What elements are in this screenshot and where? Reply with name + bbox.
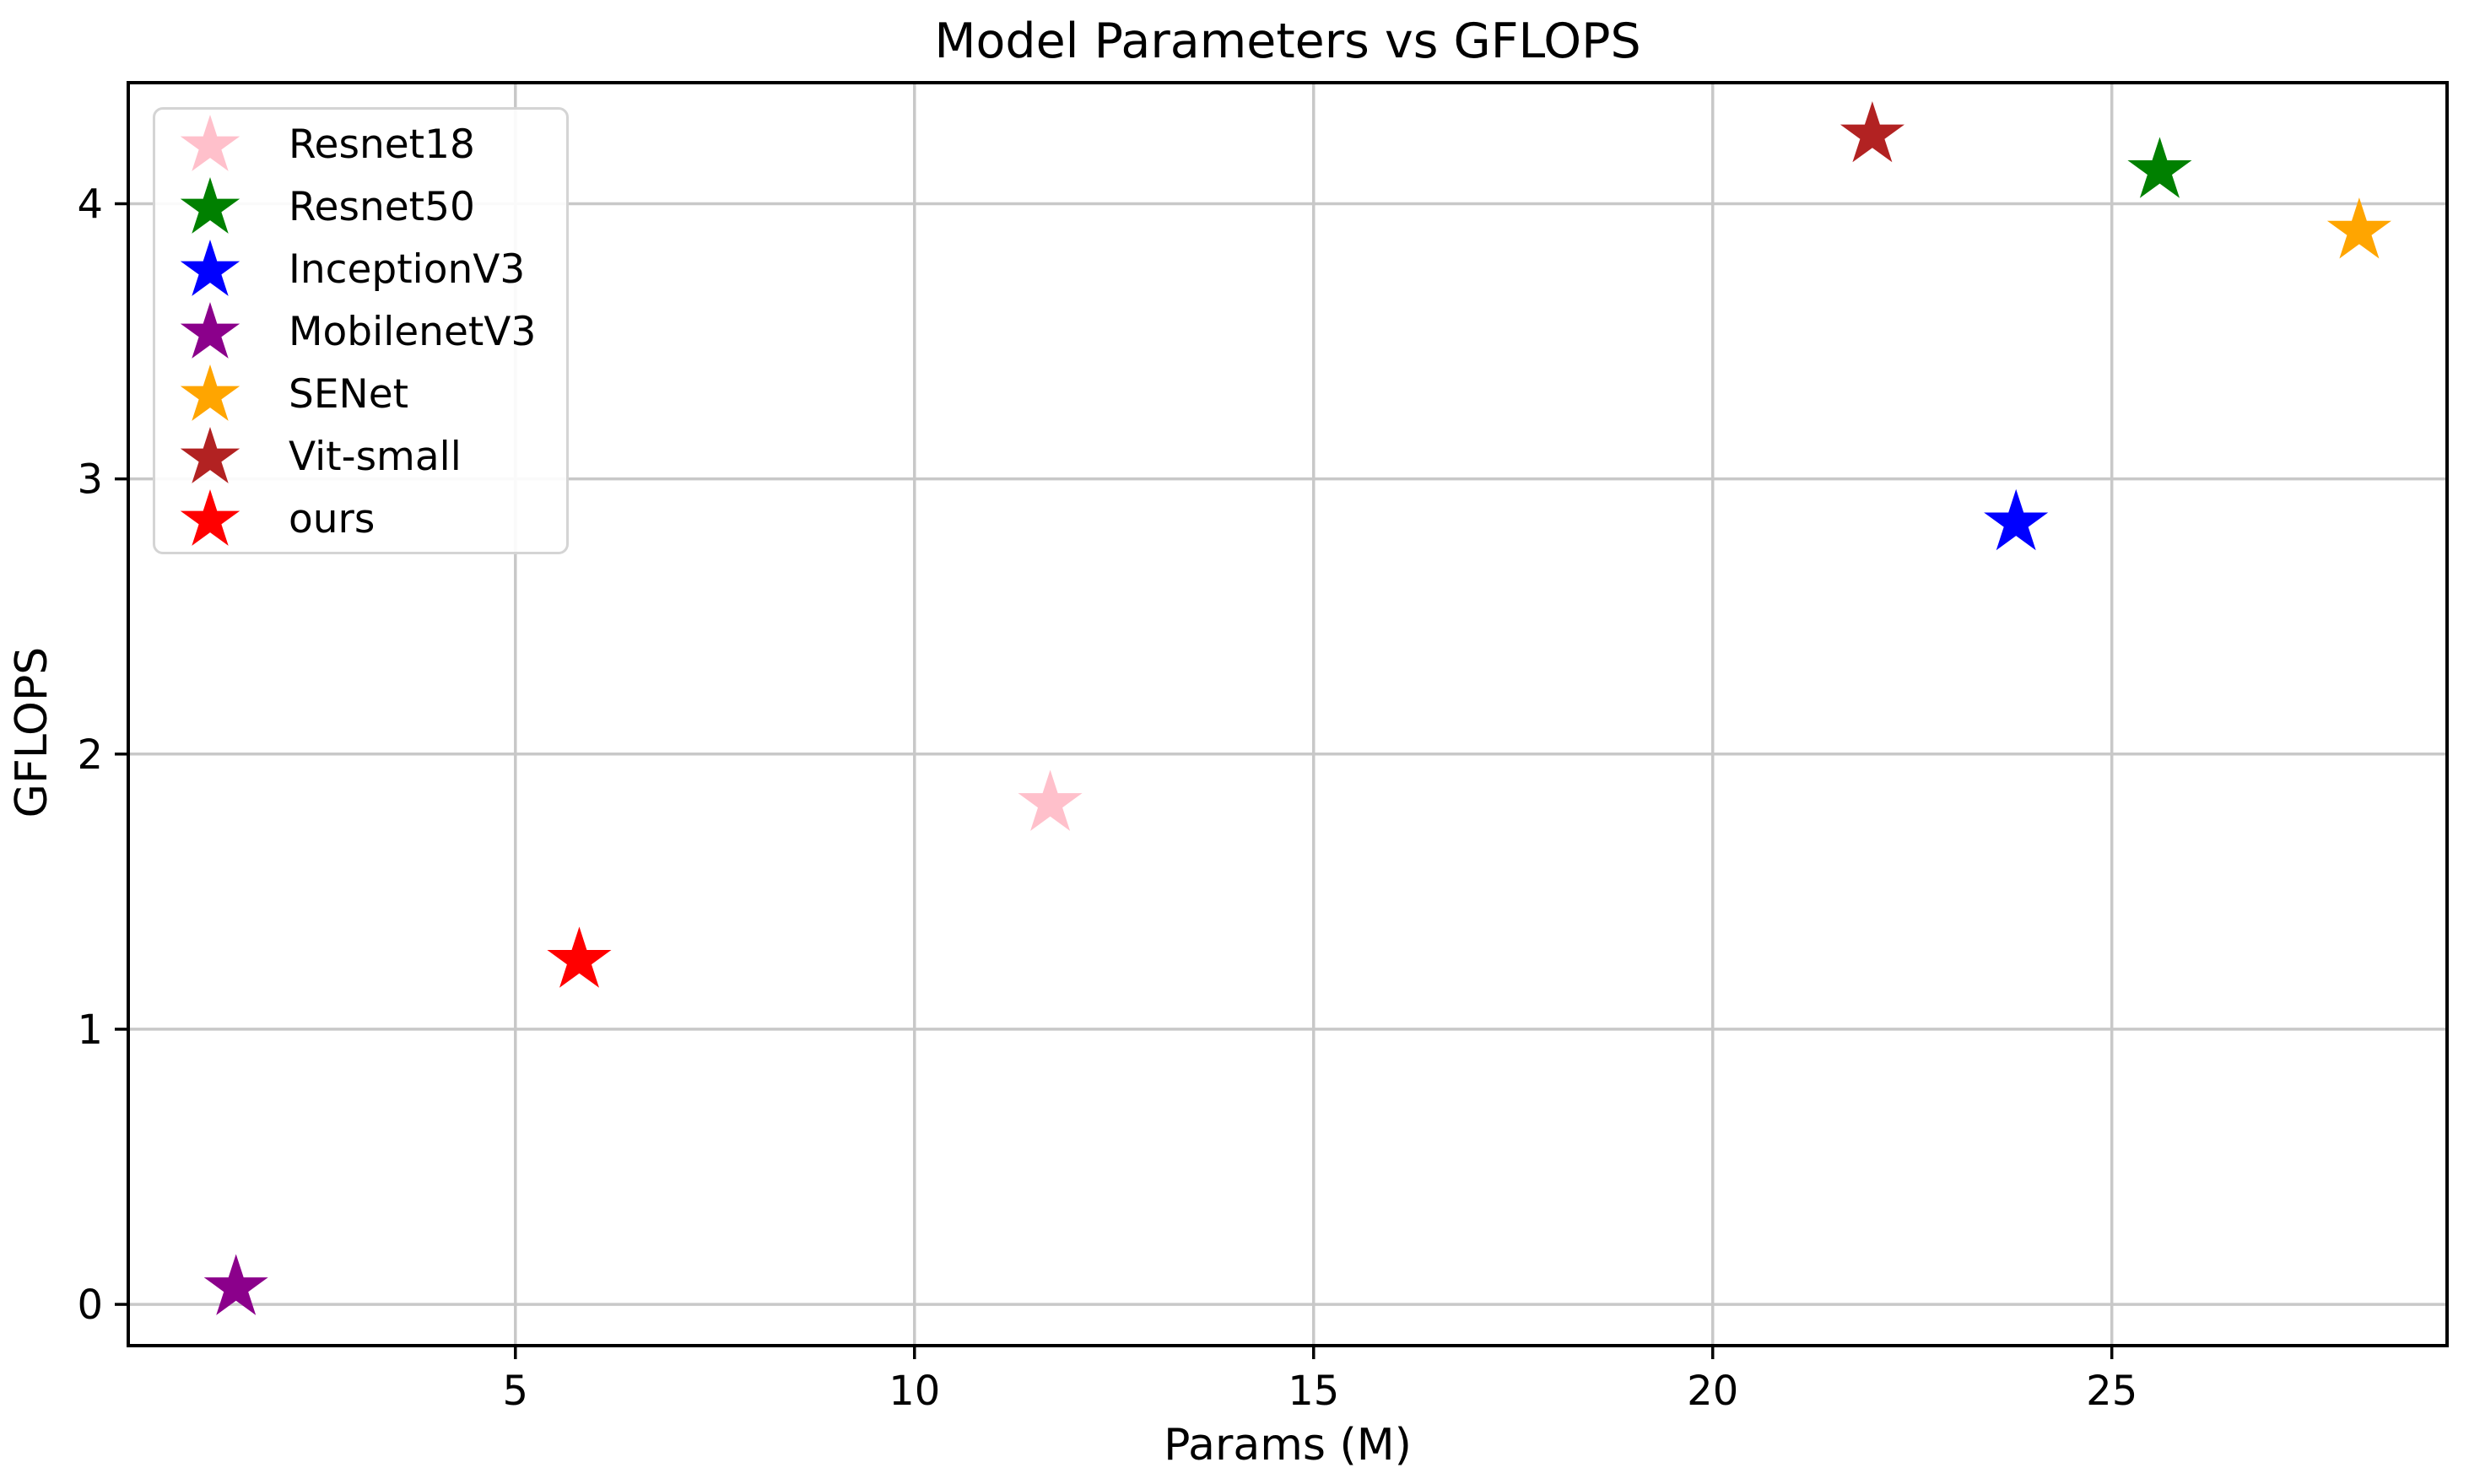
star-icon-shape <box>180 302 240 359</box>
legend-label: SENet <box>289 370 409 418</box>
legend-label: ours <box>289 495 375 542</box>
data-point-senet <box>2326 197 2391 259</box>
y-axis-ticks: 0 1 2 3 4 <box>77 181 128 1329</box>
star-icon <box>180 240 240 296</box>
star-icon-shape <box>180 489 240 546</box>
plot-frame <box>127 81 2449 1347</box>
x-tick-label: 5 <box>503 1368 529 1415</box>
star-icon-shape <box>180 427 240 483</box>
star-icon <box>180 302 240 359</box>
data-point-mobilenetv3 <box>203 1254 268 1315</box>
star-icon <box>180 115 240 171</box>
star-icon-shape <box>180 240 240 296</box>
legend-item-resnet50: Resnet50 <box>155 175 566 238</box>
legend-item-ours: ours <box>155 488 566 550</box>
data-point-resnet50 <box>2127 137 2192 198</box>
x-tick-label: 10 <box>889 1368 940 1415</box>
legend-item-vit-small: Vit-small <box>155 425 566 488</box>
legend-label: Resnet18 <box>289 121 475 168</box>
y-tick-label: 0 <box>77 1282 103 1329</box>
data-point-resnet18 <box>1018 769 1083 831</box>
legend-label: Vit-small <box>289 433 462 480</box>
star-icon <box>180 364 240 421</box>
star-icon-shape <box>180 177 240 234</box>
y-tick-label: 2 <box>77 731 103 779</box>
y-tick-label: 4 <box>77 181 103 229</box>
legend-label: Resnet50 <box>289 183 475 230</box>
y-axis-label: GFLOPS <box>7 646 57 818</box>
data-point-inceptionv3 <box>1984 488 2049 551</box>
x-axis-label: Params (M) <box>1164 1420 1412 1471</box>
star-icon-shape <box>180 115 240 171</box>
star-icon <box>180 489 240 546</box>
star-icon <box>180 177 240 234</box>
legend-item-resnet18: Resnet18 <box>155 113 566 175</box>
gridlines <box>128 83 2447 1346</box>
legend-item-senet: SENet <box>155 363 566 425</box>
legend-item-mobilenetv3: MobilenetV3 <box>155 300 566 363</box>
legend: Resnet18 Resnet50 InceptionV3 MobilenetV3 SE… <box>153 107 569 554</box>
x-tick-label: 25 <box>2086 1368 2137 1415</box>
y-tick-label: 1 <box>77 1006 103 1054</box>
legend-item-inceptionv3: InceptionV3 <box>155 238 566 300</box>
data-point-ours <box>547 926 612 988</box>
y-tick-label: 3 <box>77 456 103 504</box>
x-tick-label: 15 <box>1288 1368 1339 1415</box>
x-tick-label: 20 <box>1687 1368 1738 1415</box>
data-points <box>203 101 2391 1315</box>
data-point-vit-small <box>1840 101 1904 163</box>
legend-label: InceptionV3 <box>289 246 526 293</box>
star-icon <box>180 427 240 483</box>
star-icon-shape <box>180 364 240 421</box>
chart-title: Model Parameters vs GFLOPS <box>934 13 1641 69</box>
x-axis-ticks: 5 10 15 20 25 <box>503 1346 2137 1415</box>
legend-label: MobilenetV3 <box>289 308 537 355</box>
